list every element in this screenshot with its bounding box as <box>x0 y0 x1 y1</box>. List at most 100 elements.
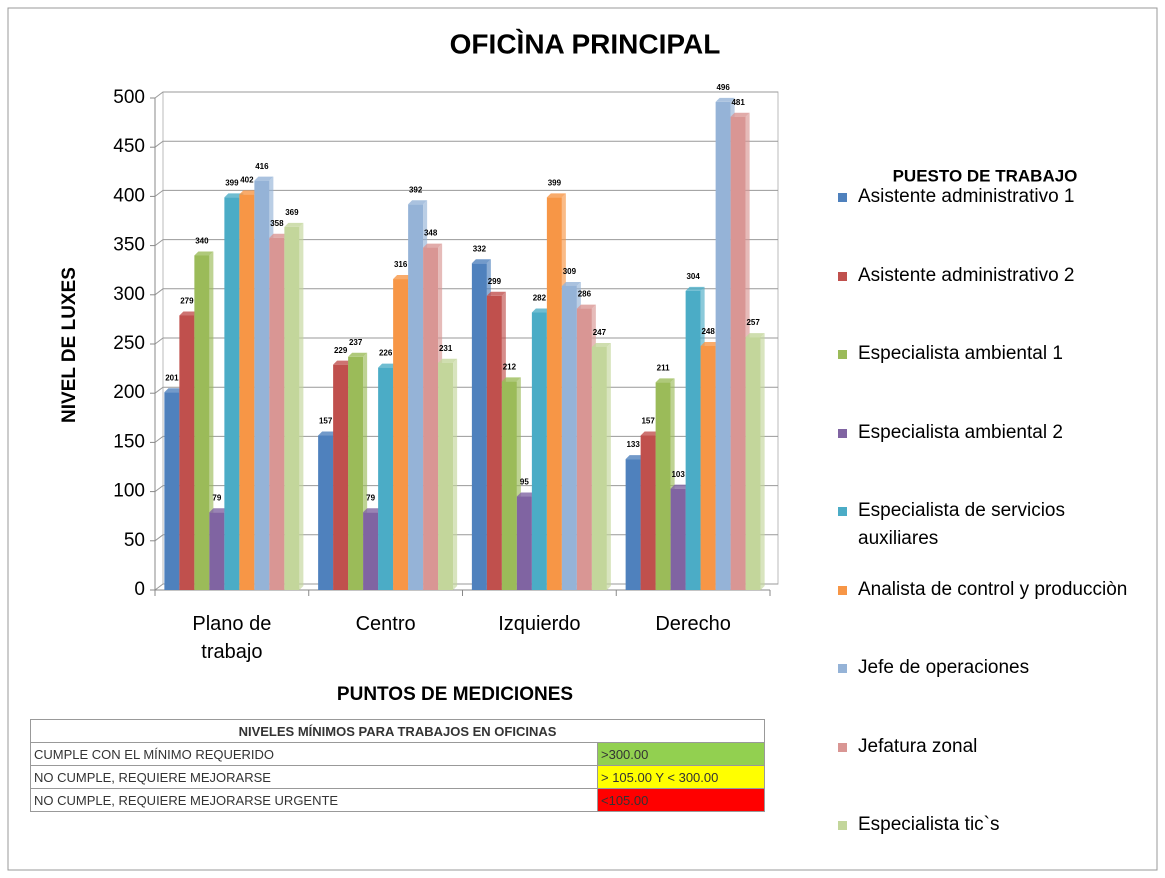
bar <box>546 197 562 590</box>
data-label: 79 <box>212 493 221 502</box>
bar-top <box>546 193 566 198</box>
legend-item: Asistente administrativo 1 <box>838 183 1138 211</box>
bar <box>408 204 424 590</box>
data-label: 416 <box>255 162 269 171</box>
bar-top <box>179 311 199 316</box>
data-label: 103 <box>671 470 685 479</box>
bar <box>655 382 671 590</box>
bar-top <box>576 304 596 309</box>
bar <box>209 512 225 590</box>
bar-top <box>655 378 675 383</box>
legend-label: Especialista tic`s <box>858 814 1000 835</box>
bar <box>179 315 195 590</box>
data-label: 399 <box>548 178 562 187</box>
bar <box>700 345 716 590</box>
data-label: 133 <box>626 440 640 449</box>
bar-top <box>363 508 383 513</box>
x-axis-label: PUNTOS DE MEDICIONES <box>337 684 573 705</box>
legend-item: Especialista ambiental 2 <box>838 419 1138 447</box>
bar <box>423 247 439 590</box>
legend-label: Jefe de operaciones <box>858 657 1030 678</box>
bar <box>363 512 379 590</box>
y-tick-label: 400 <box>113 185 145 206</box>
table-cell: CUMPLE CON EL MÍNIMO REQUERIDO <box>30 742 598 766</box>
bar-side <box>606 342 611 590</box>
bar-top <box>393 275 413 280</box>
bar <box>715 101 731 590</box>
bar <box>531 312 547 590</box>
grid-line <box>154 91 778 99</box>
legend-swatch <box>838 821 847 830</box>
data-label: 392 <box>409 185 423 194</box>
levels-table: NIVELES MÍNIMOS PARA TRABAJOS EN OFICINA… <box>30 719 765 812</box>
data-label: 229 <box>334 346 348 355</box>
table-cell: >300.00 <box>597 742 765 766</box>
x-tick-label: Izquierdo <box>498 613 581 635</box>
bar-top <box>561 281 581 286</box>
data-label: 157 <box>641 417 655 426</box>
y-tick-label: 0 <box>134 579 145 600</box>
legend-label: Asistente administrativo 1 <box>858 186 1075 207</box>
bar <box>224 197 240 590</box>
data-label: 212 <box>503 363 517 372</box>
data-label: 309 <box>563 267 577 276</box>
bar <box>591 346 607 590</box>
data-label: 257 <box>746 318 760 327</box>
bar <box>348 356 364 590</box>
legend-swatch <box>838 350 847 359</box>
data-label: 248 <box>701 327 715 336</box>
table-cell: NO CUMPLE, REQUIERE MEJORARSE <box>30 765 598 789</box>
data-label: 316 <box>394 260 408 269</box>
legend-item: Analista de control y producciòn <box>838 576 1138 604</box>
bar-top <box>318 431 338 436</box>
y-tick-label: 300 <box>113 284 145 305</box>
grid-line <box>154 189 778 197</box>
bar-top <box>239 190 259 195</box>
bar-top <box>333 360 353 365</box>
bar <box>561 285 577 590</box>
bar <box>501 381 517 590</box>
bar-top <box>486 291 506 296</box>
x-tick-label: Plano de trabajo <box>192 613 272 663</box>
data-label: 496 <box>716 83 730 92</box>
data-label: 348 <box>424 229 438 238</box>
legend-label: Especialista ambiental 1 <box>858 343 1063 364</box>
table-header: NIVELES MÍNIMOS PARA TRABAJOS EN OFICINA… <box>30 719 765 743</box>
bar-top <box>254 176 274 181</box>
bar-top <box>194 251 214 256</box>
data-label: 332 <box>473 244 487 253</box>
bar-top <box>209 508 229 513</box>
legend-item: Especialista tic`s <box>838 811 1138 839</box>
y-tick-label: 350 <box>113 235 145 256</box>
bar <box>576 308 592 590</box>
bar <box>486 295 502 590</box>
bar-top <box>640 431 660 436</box>
bar-top <box>423 243 443 248</box>
legend-swatch <box>838 664 847 673</box>
bar-top <box>715 97 735 102</box>
chart-title: OFICÌNA PRINCIPAL <box>450 28 721 59</box>
bar <box>393 279 409 590</box>
y-tick-label: 250 <box>113 333 145 354</box>
legend-item: Especialista ambiental 1 <box>838 340 1138 368</box>
bar-top <box>438 358 458 363</box>
bar-top <box>378 363 398 368</box>
table-cell: NO CUMPLE, REQUIERE MEJORARSE URGENTE <box>30 788 598 812</box>
bar <box>471 263 487 590</box>
bar-top <box>670 484 690 489</box>
data-label: 247 <box>593 328 607 337</box>
y-tick-label: 100 <box>113 481 145 502</box>
data-label: 402 <box>240 176 254 185</box>
data-label: 481 <box>731 98 745 107</box>
table-cell: <105.00 <box>597 788 765 812</box>
bar-top <box>348 352 368 357</box>
y-tick-label: 50 <box>124 530 145 551</box>
legend-swatch <box>838 507 847 516</box>
table-row: NO CUMPLE, REQUIERE MEJORARSE > 105.00 Y … <box>30 765 765 789</box>
bar <box>625 459 641 590</box>
data-label: 157 <box>319 417 333 426</box>
data-label: 399 <box>225 178 239 187</box>
bar-top <box>269 233 289 238</box>
data-label: 201 <box>165 373 179 382</box>
